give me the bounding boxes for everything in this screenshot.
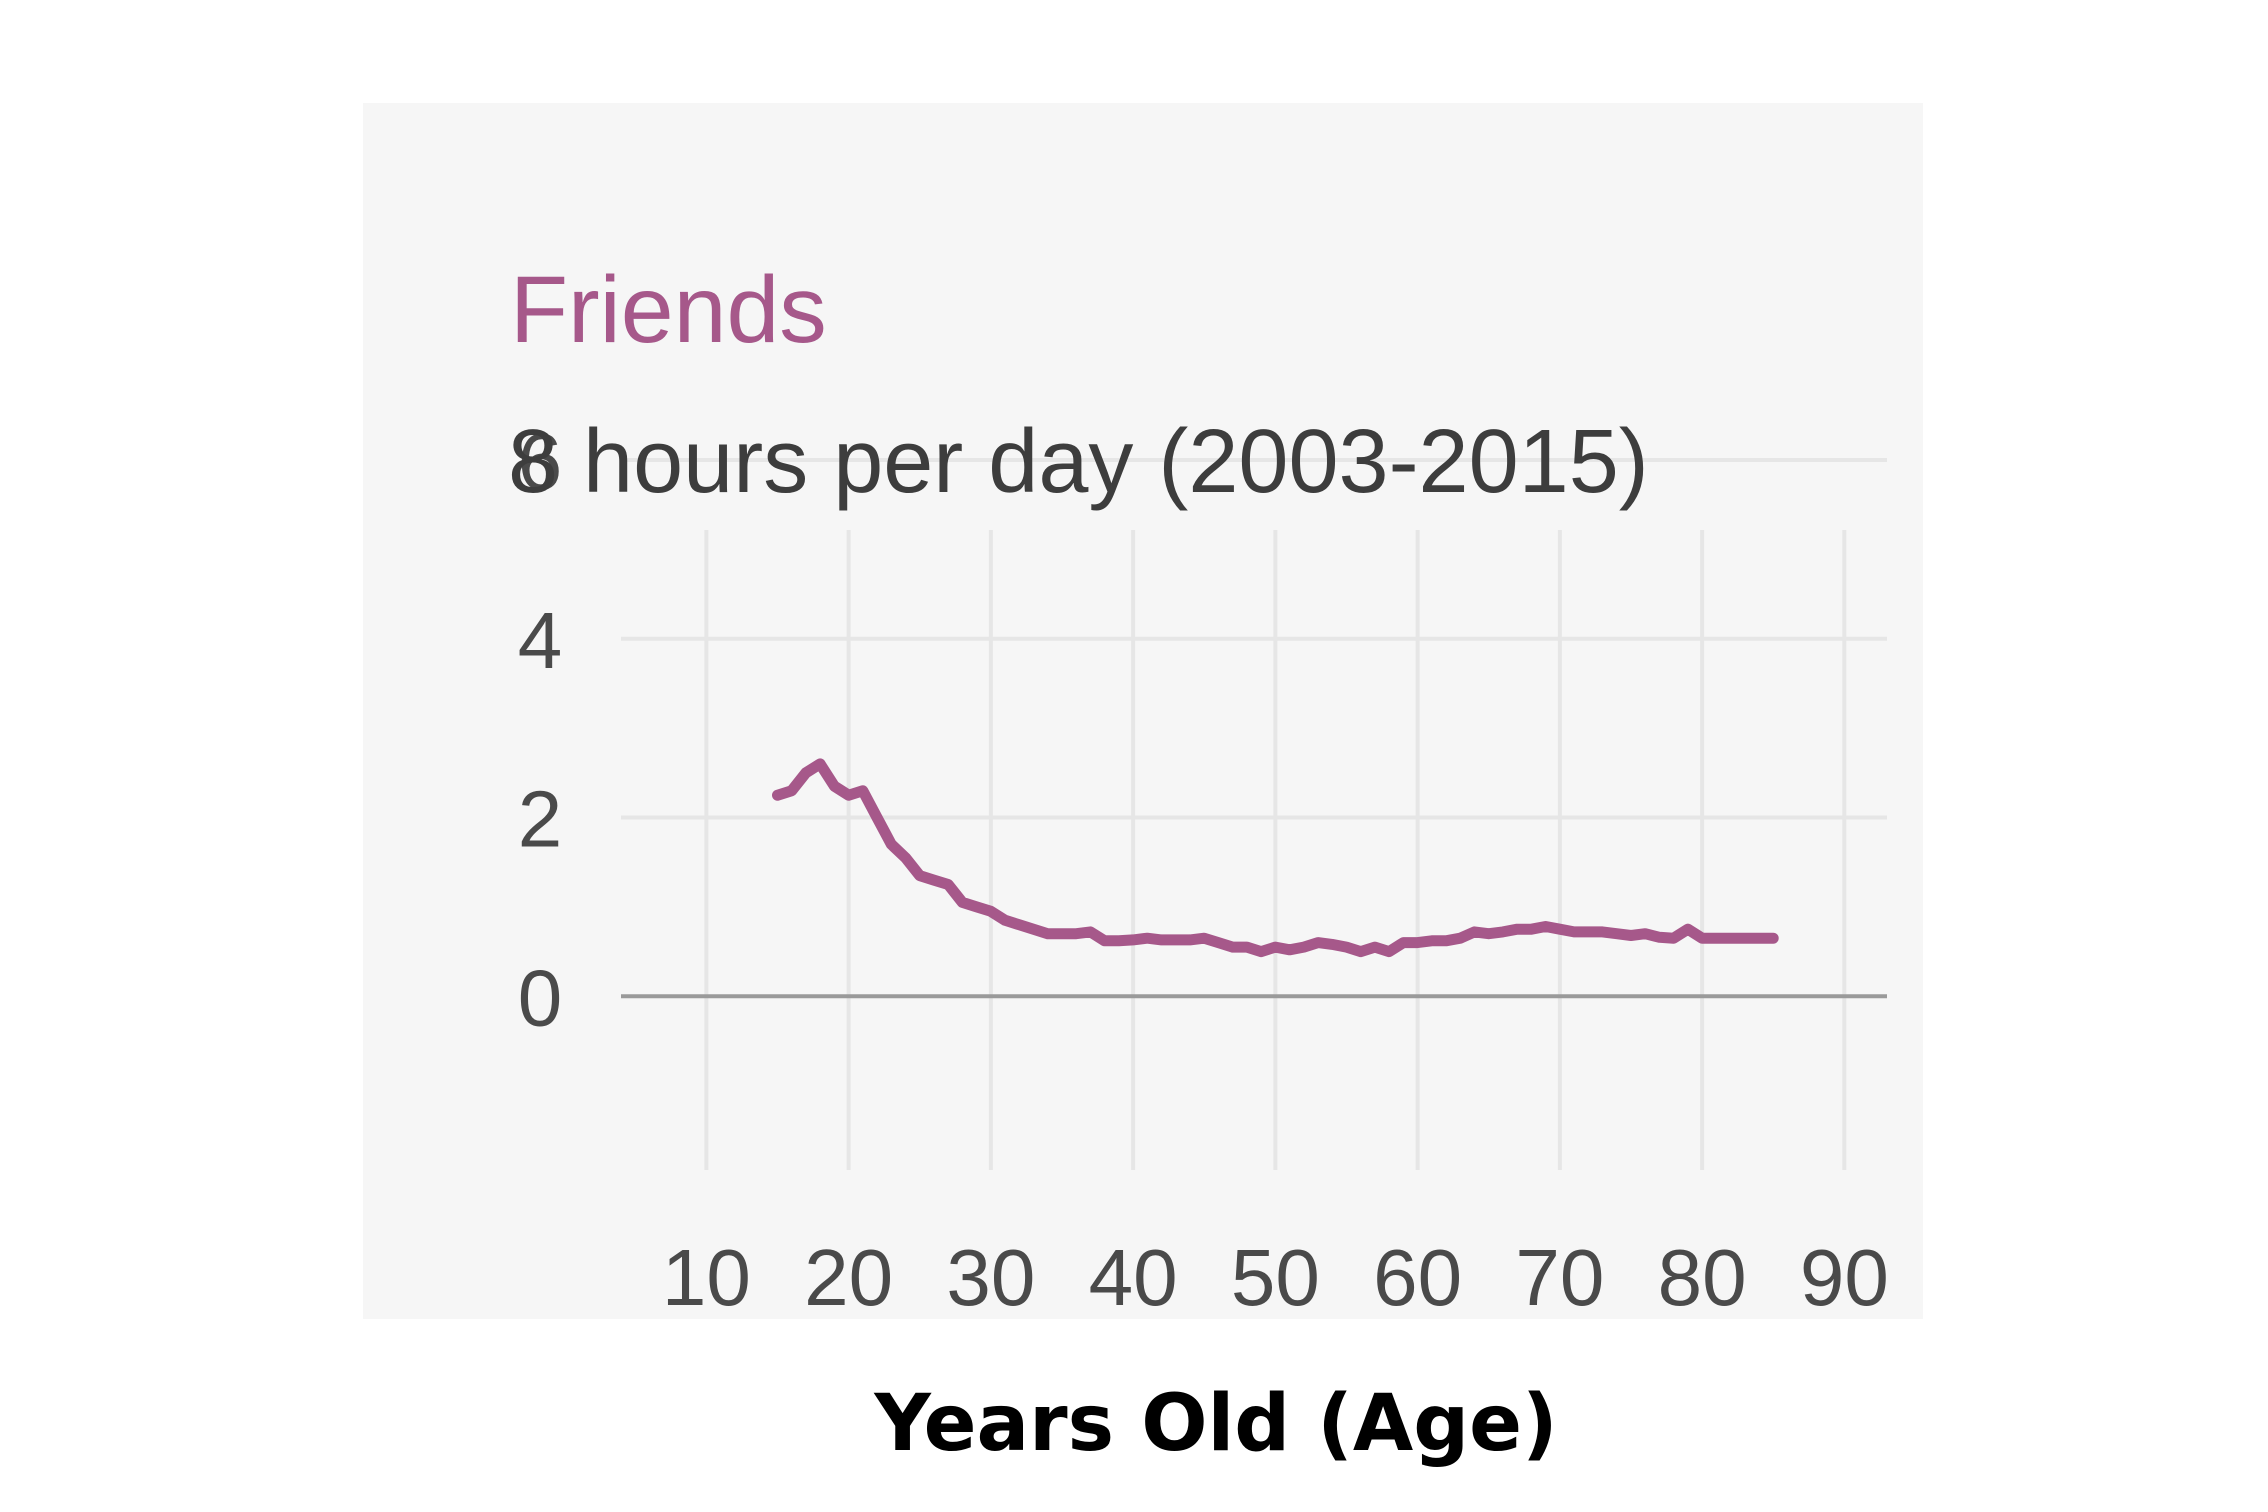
chart-panel	[363, 103, 1923, 1319]
x-tick-label-40: 40	[1089, 1233, 1178, 1322]
y-tick-label-4: 4	[518, 596, 563, 685]
x-tick-label-50: 50	[1231, 1233, 1320, 1322]
x-tick-label-70: 70	[1515, 1233, 1604, 1322]
grid	[621, 458, 1887, 1170]
x-tick-label-90: 90	[1800, 1233, 1889, 1322]
chart-title: Friends	[510, 257, 827, 363]
chart-subtitle: 8 hours per day (2003-2015)	[508, 412, 1649, 512]
y-tick-label-0: 0	[518, 953, 563, 1042]
x-tick-labels: 10 20 30 40 50 60 70 80 90	[662, 1233, 1889, 1322]
y-tick-labels: 0 2 4 6	[518, 417, 563, 1042]
x-tick-label-10: 10	[662, 1233, 751, 1322]
x-tick-label-20: 20	[804, 1233, 893, 1322]
x-tick-label-30: 30	[946, 1233, 1035, 1322]
x-axis-label: Years Old (Age)	[873, 1379, 1557, 1469]
x-tick-label-60: 60	[1373, 1233, 1462, 1322]
y-tick-label-6: 6	[518, 417, 563, 506]
series-layer	[772, 758, 1779, 958]
x-tick-label-80: 80	[1658, 1233, 1747, 1322]
y-tick-label-2: 2	[518, 775, 563, 864]
series-line-0	[772, 758, 1779, 958]
